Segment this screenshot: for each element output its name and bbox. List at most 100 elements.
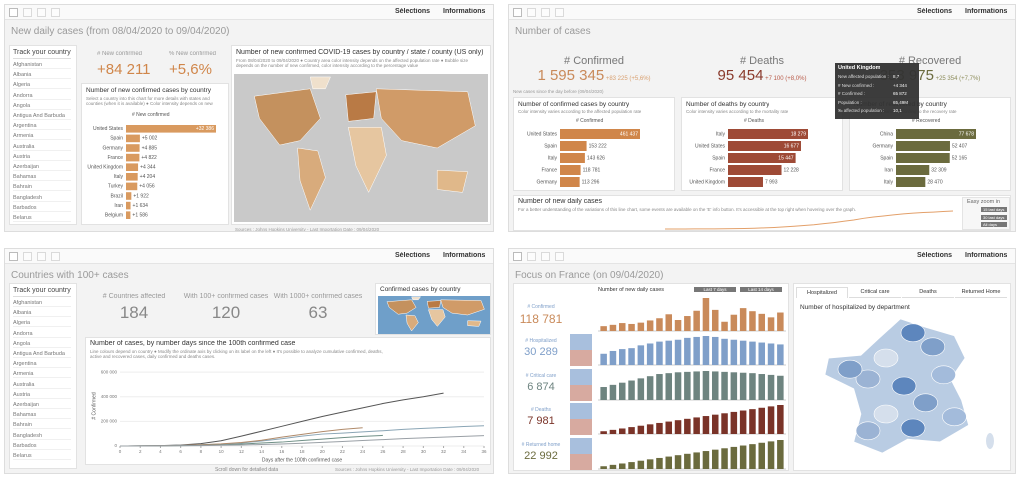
card: Number of new confirmed cases by country… (81, 83, 229, 225)
country-item[interactable]: Afghanistan (13, 62, 71, 69)
country-item[interactable]: Bahamas (13, 174, 71, 182)
country-item[interactable]: Bangladesh (13, 195, 71, 202)
country-item[interactable]: Australia (13, 144, 71, 151)
bar (896, 177, 926, 187)
country-item[interactable]: Austria (13, 392, 71, 399)
country-item[interactable]: Azerbaijan (13, 402, 71, 409)
toolbar-icon[interactable] (51, 252, 60, 261)
zoom-button[interactable]: 30 last days (981, 214, 1007, 220)
column (637, 345, 645, 365)
toolbar-icon[interactable] (51, 8, 60, 17)
toolbar-icon[interactable] (23, 252, 32, 261)
zoom-button[interactable]: All days (981, 222, 1007, 227)
selections-button[interactable]: Sélections (395, 252, 431, 259)
column (665, 456, 673, 469)
country-item[interactable]: Antigua And Barbuda (13, 351, 71, 358)
search-box[interactable]: Track your country (13, 49, 71, 59)
country-item[interactable]: Albania (13, 310, 71, 318)
country-item[interactable]: Argentina (13, 123, 71, 131)
dropdown[interactable]: # Recovered (912, 118, 941, 124)
column (739, 445, 747, 469)
informations-button[interactable]: Informations (443, 8, 486, 15)
country-item[interactable]: Austria (13, 154, 71, 161)
indicator-block (570, 384, 592, 401)
zoom-box: Easy zoom in 15 last days 30 last days All … (962, 197, 1010, 230)
country-item[interactable]: Afghanistan (13, 300, 71, 307)
tooltip-value: 65 872 (893, 91, 907, 96)
informations-button[interactable]: Informations (443, 252, 486, 259)
toolbar-icon[interactable] (23, 8, 32, 17)
toolbar-icon[interactable] (9, 8, 18, 17)
panel: Sélections Informations Number of cases # C… (508, 4, 1016, 232)
toolbar-icon[interactable] (555, 252, 564, 261)
country-item[interactable]: Bahamas (13, 412, 71, 420)
period-button[interactable]: Last 14 days (740, 287, 782, 292)
country-item[interactable]: Bahrain (13, 184, 71, 192)
tab[interactable]: Hospitalized (796, 287, 848, 298)
column (637, 460, 645, 469)
country-item[interactable]: Algeria (13, 82, 71, 90)
column (646, 375, 654, 400)
selections-button[interactable]: Sélections (395, 8, 431, 15)
country-item[interactable]: Antigua And Barbuda (13, 113, 71, 120)
tooltip-label: # New confirmed : (838, 82, 875, 88)
x-tick-label: 22 (340, 449, 346, 454)
country-item[interactable]: Armenia (13, 133, 71, 141)
selections-button[interactable]: Sélections (917, 252, 953, 259)
toolbar-icon[interactable] (9, 252, 18, 261)
informations-button[interactable]: Informations (965, 252, 1008, 259)
country-item[interactable]: Australia (13, 382, 71, 389)
bar-label: Germany (536, 179, 557, 185)
column (730, 411, 738, 434)
dropdown[interactable]: # New confirmed (132, 112, 170, 118)
tab[interactable]: Deaths (902, 287, 954, 298)
tab[interactable]: Critical care (849, 287, 901, 298)
column (628, 348, 635, 365)
bar (126, 125, 216, 133)
country-item[interactable]: Andorra (13, 331, 71, 338)
country-item[interactable]: Bangladesh (13, 433, 71, 440)
toolbar-icon[interactable] (37, 252, 46, 261)
toolbar-icon[interactable] (541, 252, 550, 261)
kpi-label: With 100+ confirmed cases (183, 293, 269, 300)
country-item[interactable]: Angola (13, 341, 71, 348)
column (749, 341, 756, 365)
country-item[interactable]: Azerbaijan (13, 164, 71, 171)
country-item[interactable]: Belarus (13, 453, 71, 460)
dropdown[interactable]: # Deaths (744, 118, 765, 124)
informations-button[interactable]: Informations (965, 8, 1008, 15)
toolbar-icon[interactable] (527, 8, 536, 17)
kpi-value: 1 595 345 (537, 67, 605, 84)
country-item[interactable]: Barbados (13, 443, 71, 450)
bar-label: Turkey (108, 184, 124, 190)
toolbar-icon[interactable] (37, 8, 46, 17)
zoom-button[interactable]: 15 last days (981, 207, 1007, 212)
column (777, 344, 784, 365)
selections-button[interactable]: Sélections (917, 8, 953, 15)
dropdown[interactable]: # Confirmed (576, 118, 604, 124)
country-item[interactable]: Argentina (13, 361, 71, 369)
column (609, 429, 617, 434)
search-box[interactable]: Track your country (13, 287, 71, 297)
toolbar-icon[interactable] (513, 8, 522, 17)
country-item[interactable]: Angola (13, 103, 71, 110)
toolbar-icon[interactable] (555, 8, 564, 17)
country-item[interactable]: Andorra (13, 93, 71, 100)
column (767, 374, 775, 400)
country-item[interactable]: Bahrain (13, 422, 71, 430)
series-line (119, 435, 485, 447)
country-item[interactable]: Algeria (13, 320, 71, 328)
column (721, 371, 728, 400)
country-item[interactable]: Barbados (13, 205, 71, 212)
country-item[interactable]: Albania (13, 72, 71, 80)
toolbar-icon[interactable] (541, 8, 550, 17)
country-item[interactable]: Armenia (13, 371, 71, 379)
country-item[interactable]: Belarus (13, 215, 71, 222)
column (628, 427, 635, 434)
tab[interactable]: Returned Home (955, 287, 1007, 298)
toolbar-icon[interactable] (513, 252, 522, 261)
bar-label: United Kingdom (689, 179, 725, 185)
toolbar-icon[interactable] (527, 252, 536, 261)
period-button[interactable]: Last 7 days (694, 287, 736, 292)
bar (560, 141, 587, 151)
